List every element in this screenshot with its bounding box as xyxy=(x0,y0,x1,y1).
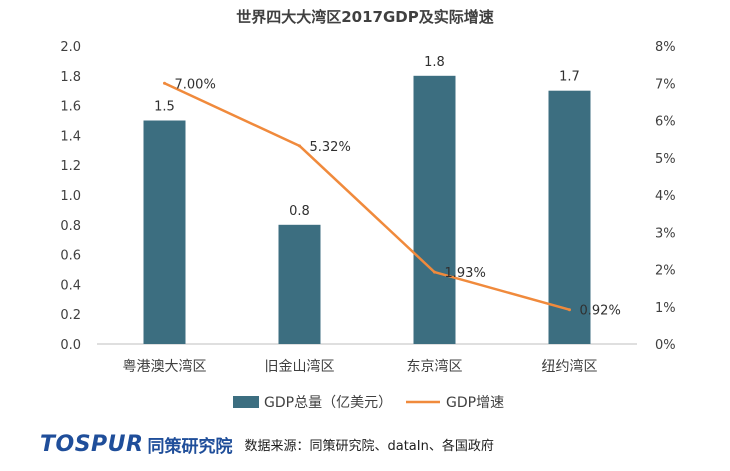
bar xyxy=(548,90,591,344)
data-source: 数据来源：同策研究院、dataIn、各国政府 xyxy=(244,438,494,454)
y-left-tick-label: 1.2 xyxy=(60,159,81,174)
line-point xyxy=(163,81,166,85)
y-right-tick-label: 6% xyxy=(655,115,676,130)
line-data-label: 0.92% xyxy=(580,304,621,319)
bar xyxy=(413,75,456,345)
y-left-tick-label: 0.8 xyxy=(60,219,81,234)
line-data-label: 1.93% xyxy=(445,266,486,281)
y-left-tick-label: 1.8 xyxy=(60,70,81,85)
line-path xyxy=(163,82,570,311)
x-category-label: 粤港澳大湾区 xyxy=(123,358,207,375)
y-left-tick-label: 0.2 xyxy=(60,308,81,323)
bar-series: 1.5 0.8 1.8 1.7 xyxy=(143,55,591,345)
y-left-tick-label: 1.0 xyxy=(60,189,81,204)
line-data-label: 7.00% xyxy=(175,77,216,92)
y-left-tick-label: 1.4 xyxy=(60,129,81,144)
tospur-logo-cn: 同策研究院 xyxy=(147,436,233,457)
y-left-tick-label: 1.6 xyxy=(60,100,81,115)
bar-data-label: 0.8 xyxy=(289,204,310,219)
chart: 世界四大大湾区2017GDP及实际增速 0.0 0.2 0.4 0.6 0.8 1.0 1.… xyxy=(60,8,675,411)
bar xyxy=(278,224,321,344)
bar xyxy=(143,120,186,344)
footer: TOSPUR 同策研究院 数据来源：同策研究院、dataIn、各国政府 xyxy=(40,431,494,457)
y-right-tick-label: 7% xyxy=(655,77,676,92)
bar-data-label: 1.8 xyxy=(424,55,445,70)
y-left-tick-label: 0.4 xyxy=(60,278,81,293)
x-category-label: 纽约湾区 xyxy=(542,358,598,375)
x-category-label: 东京湾区 xyxy=(407,358,463,375)
line-point xyxy=(568,308,571,312)
y-right-tick-label: 4% xyxy=(655,189,676,204)
y-left-tick-label: 2.0 xyxy=(60,40,81,55)
legend-bar-swatch xyxy=(233,396,259,408)
y-right-tick-label: 2% xyxy=(655,264,676,279)
y-left-tick-label: 0.6 xyxy=(60,249,81,264)
legend-bar-label: GDP总量（亿美元） xyxy=(264,395,392,411)
y-right-tick-label: 0% xyxy=(655,338,676,353)
line-point xyxy=(433,270,436,274)
x-category-label: 旧金山湾区 xyxy=(265,358,335,375)
y-left-tick-label: 0.0 xyxy=(60,338,81,353)
y-right-tick-label: 3% xyxy=(655,226,676,241)
bar-data-label: 1.7 xyxy=(559,70,580,85)
tospur-logo: TOSPUR xyxy=(40,431,144,457)
y-right-tick-label: 1% xyxy=(655,301,676,316)
legend: GDP总量（亿美元） GDP增速 xyxy=(233,395,504,411)
line-series: 7.00% 5.32% 1.93% 0.92% xyxy=(163,77,621,319)
y-right-tick-label: 8% xyxy=(655,40,676,55)
legend-line-label: GDP增速 xyxy=(446,395,504,411)
y-right-tick-label: 5% xyxy=(655,152,676,167)
line-point xyxy=(298,144,301,148)
chart-title: 世界四大大湾区2017GDP及实际增速 xyxy=(236,8,494,26)
axes: 0.0 0.2 0.4 0.6 0.8 1.0 1.2 1.4 1.6 1.8 2.0 0% 1% 2% 3… xyxy=(60,40,675,375)
bar-data-label: 1.5 xyxy=(154,100,175,115)
line-data-label: 5.32% xyxy=(310,140,351,155)
